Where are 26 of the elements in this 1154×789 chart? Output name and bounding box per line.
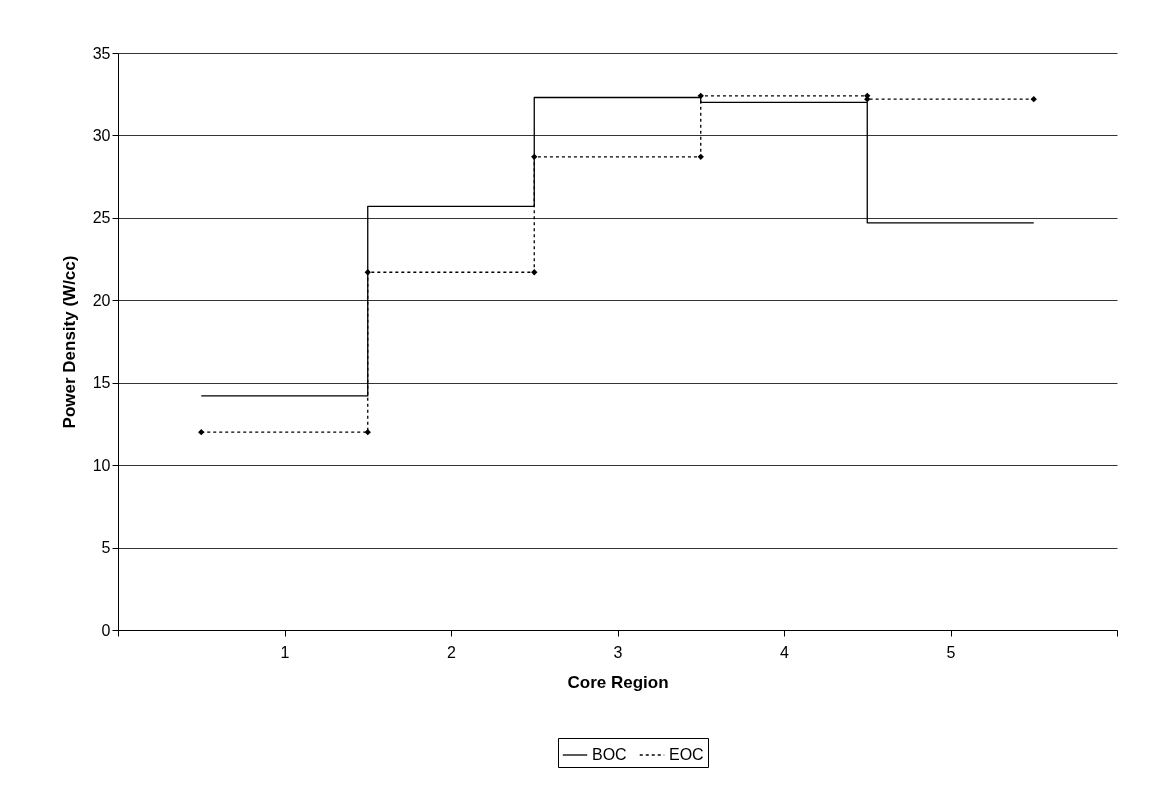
- point: [1030, 96, 1037, 103]
- y-tick-label: 35: [92, 44, 111, 62]
- y-tick-label: 15: [92, 374, 111, 392]
- x-tick-label: 3: [613, 643, 623, 661]
- x-tick-label: 5: [946, 643, 956, 661]
- x-tick-label: 1: [280, 643, 290, 661]
- x-tick-label: 4: [780, 643, 790, 661]
- point: [198, 429, 205, 436]
- x-axis-title: Core Region: [567, 672, 669, 692]
- y-axis-title: Power Density (W/cc): [59, 255, 79, 429]
- y-tick-label: 5: [101, 539, 111, 557]
- y-tick-label: 25: [92, 209, 111, 227]
- y-tick-label: 10: [92, 456, 111, 474]
- point: [531, 269, 538, 276]
- point: [697, 92, 704, 100]
- y-tick-label: 20: [92, 291, 111, 309]
- point: [864, 96, 871, 103]
- point: [531, 153, 538, 161]
- y-tick-label: 30: [92, 126, 111, 144]
- legend-label: EOC: [669, 746, 704, 763]
- point: [364, 269, 371, 276]
- point: [697, 153, 704, 161]
- y-tick-label: 0: [101, 621, 111, 639]
- point: [364, 429, 371, 436]
- legend-label: BOC: [592, 746, 627, 763]
- x-tick-label: 2: [447, 643, 457, 661]
